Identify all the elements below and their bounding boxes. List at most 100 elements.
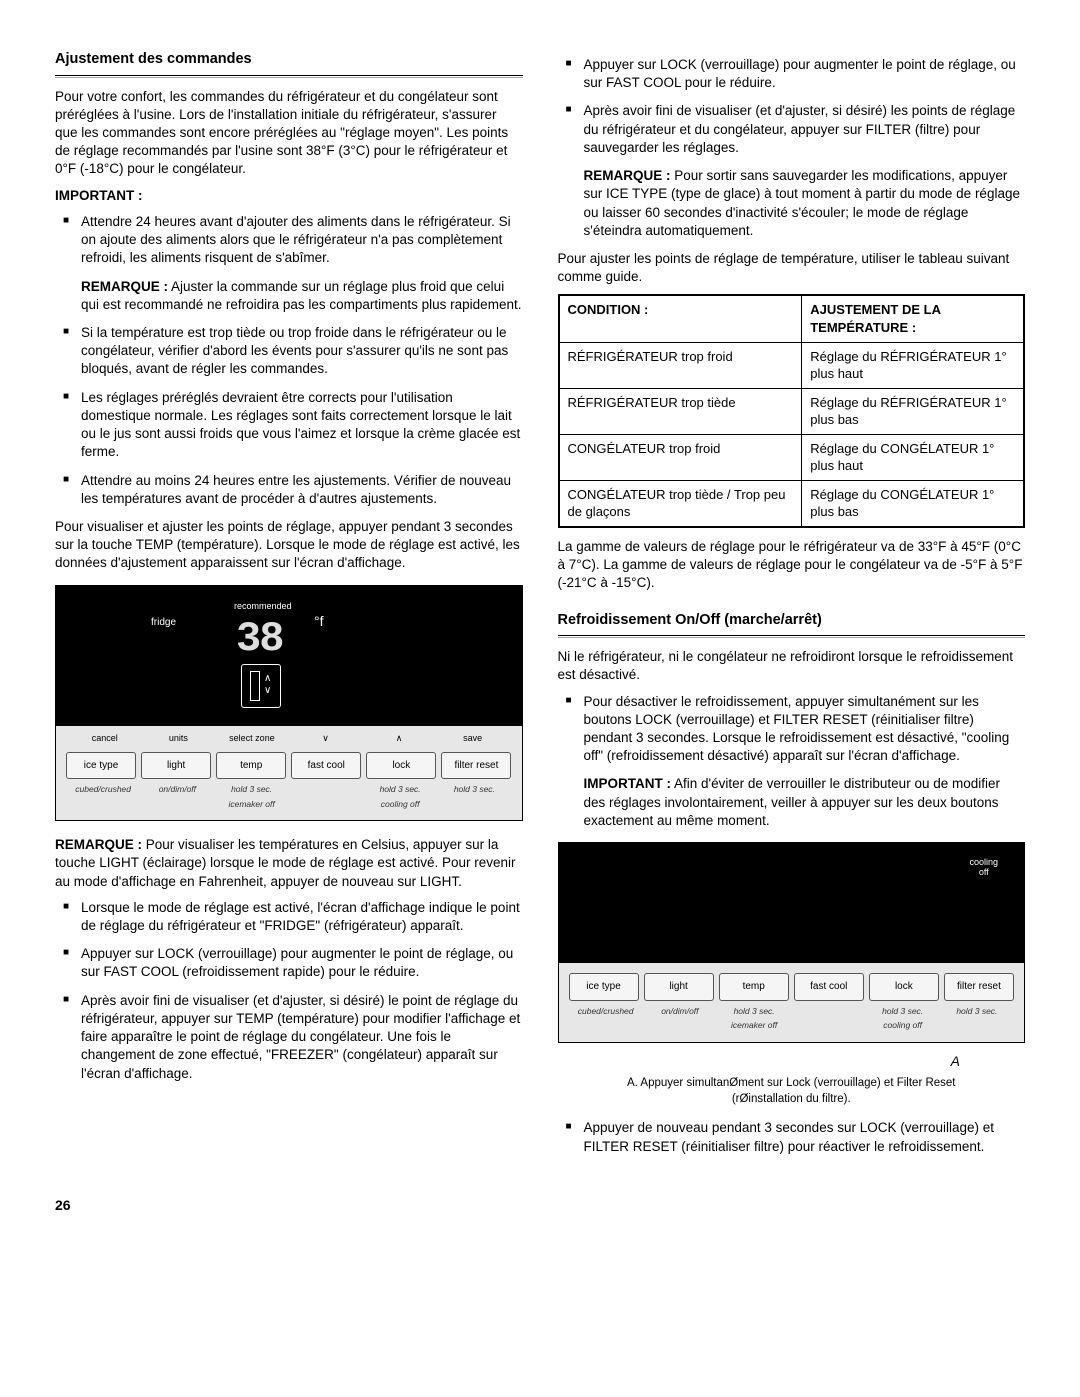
fastcool-button[interactable]: fast cool (291, 752, 361, 780)
coolingoff-label: cooling off (866, 1020, 940, 1031)
important-label: IMPORTANT : (55, 187, 523, 205)
save-label: save (436, 732, 510, 744)
coolingoff-label: cooling off (363, 799, 437, 810)
paragraph: La gamme de valeurs de réglage pour le r… (558, 538, 1026, 593)
important-label: IMPORTANT : (584, 776, 672, 791)
updown-icon: ∧∨ (264, 673, 271, 697)
icemakeroff-label: icemaker off (717, 1020, 791, 1031)
down-label: ∨ (289, 732, 363, 744)
temperature-readout: 38 (236, 611, 282, 668)
left-column: Ajustement des commandes Pour votre conf… (55, 50, 523, 1166)
cooling-off-indicator: cooling off (969, 857, 998, 877)
list-item: Les réglages préréglés devraient être co… (55, 389, 523, 462)
page-number: 26 (55, 1196, 1025, 1215)
light-button[interactable]: light (141, 752, 211, 780)
lock-button[interactable]: lock (366, 752, 436, 780)
table-header: AJUSTEMENT DE LA TEMPÉRATURE : (802, 295, 1024, 342)
important-list-2: Si la température est trop tiède ou trop… (55, 324, 523, 508)
list-item: Appuyer de nouveau pendant 3 secondes su… (558, 1119, 1026, 1155)
light-button[interactable]: light (644, 973, 714, 1001)
list-3: Lorsque le mode de réglage est activé, l… (55, 899, 523, 1083)
caption-letter-a: A (558, 1052, 1026, 1071)
fastcool-button[interactable]: fast cool (794, 973, 864, 1001)
paragraph: Ni le réfrigérateur, ni le congélateur n… (558, 648, 1026, 684)
control-panel-figure-2: cooling off ice type light temp fast coo… (558, 842, 1026, 1042)
panel-mid-labels: cancel units select zone ∨ ∧ save (56, 726, 522, 748)
hold3-label: hold 3 sec. (437, 784, 511, 795)
fridge-label: fridge (151, 616, 176, 630)
table-header-row: CONDITION : AJUSTEMENT DE LA TEMPÉRATURE… (559, 295, 1025, 342)
list-item: Attendre 24 heures avant d'ajouter des a… (55, 213, 523, 268)
degree-f-label: °f (314, 612, 324, 631)
list-r2: Pour désactiver le refroidissement, appu… (558, 693, 1026, 766)
list-item: Attendre au moins 24 heures entre les aj… (55, 472, 523, 508)
table-cell: RÉFRIGÉRATEUR trop froid (559, 342, 802, 388)
cubedcrushed-label: cubed/crushed (569, 1006, 643, 1017)
right-column: Appuyer sur LOCK (verrouillage) pour aug… (558, 50, 1026, 1166)
control-panel-figure-1: recommended fridge 38 °f ∧∨ cancel units… (55, 585, 523, 822)
hold3-label: hold 3 sec. (940, 1006, 1014, 1017)
list-item: Après avoir fini de visualiser (et d'aju… (55, 992, 523, 1083)
ondimoff-label: on/dim/off (140, 784, 214, 795)
list-item: Appuyer sur LOCK (verrouillage) pour aug… (55, 945, 523, 981)
remarque-label: REMARQUE : (55, 837, 142, 852)
table-row: RÉFRIGÉRATEUR trop froid Réglage du RÉFR… (559, 342, 1025, 388)
page-columns: Ajustement des commandes Pour votre conf… (55, 50, 1025, 1166)
table-cell: Réglage du RÉFRIGÉRATEUR 1° plus bas (802, 388, 1024, 434)
hold3-label: hold 3 sec. (215, 784, 289, 795)
temp-button[interactable]: temp (216, 752, 286, 780)
panel-display: recommended fridge 38 °f ∧∨ (56, 586, 522, 726)
panel-button-row: ice type light temp fast cool lock filte… (56, 748, 522, 784)
table-cell: Réglage du CONGÉLATEUR 1° plus haut (802, 434, 1024, 480)
table-cell: CONGÉLATEUR trop froid (559, 434, 802, 480)
cancel-label: cancel (68, 732, 142, 744)
heading-refroidissement: Refroidissement On/Off (marche/arrêt) (558, 611, 1026, 633)
divider (558, 635, 1026, 638)
panel-2-wrapper: cooling off ice type light temp fast coo… (558, 842, 1026, 1042)
thermometer-icon (250, 671, 260, 701)
list-item: Pour désactiver le refroidissement, appu… (558, 693, 1026, 766)
table-cell: Réglage du RÉFRIGÉRATEUR 1° plus haut (802, 342, 1024, 388)
blank (289, 784, 363, 795)
table-cell: RÉFRIGÉRATEUR trop tiède (559, 388, 802, 434)
panel-sublabels: cubed/crushed on/dim/off hold 3 sec. hol… (559, 1005, 1025, 1020)
up-label: ∧ (362, 732, 436, 744)
blank (791, 1006, 865, 1017)
divider (55, 75, 523, 78)
hold3-label: hold 3 sec. (717, 1006, 791, 1017)
table-cell: Réglage du CONGÉLATEUR 1° plus bas (802, 480, 1024, 527)
cubedcrushed-label: cubed/crushed (66, 784, 140, 795)
table-header: CONDITION : (559, 295, 802, 342)
list-item: Appuyer sur LOCK (verrouillage) pour aug… (558, 56, 1026, 92)
remarque-label: REMARQUE : (584, 168, 671, 183)
panel-button-row: ice type light temp fast cool lock filte… (559, 963, 1025, 1005)
filterreset-button[interactable]: filter reset (441, 752, 511, 780)
icemakeroff-label: icemaker off (215, 799, 289, 810)
heading-ajustement: Ajustement des commandes (55, 50, 523, 72)
lock-button[interactable]: lock (869, 973, 939, 1001)
intro-paragraph: Pour votre confort, les commandes du réf… (55, 88, 523, 179)
list-r1: Appuyer sur LOCK (verrouillage) pour aug… (558, 56, 1026, 157)
hold3-label: hold 3 sec. (363, 784, 437, 795)
panel-display: cooling off (559, 843, 1025, 963)
important-list: Attendre 24 heures avant d'ajouter des a… (55, 213, 523, 268)
list-r3: Appuyer de nouveau pendant 3 secondes su… (558, 1119, 1026, 1155)
list-item: Après avoir fini de visualiser (et d'aju… (558, 102, 1026, 157)
list-item: Si la température est trop tiède ou trop… (55, 324, 523, 379)
icetype-button[interactable]: ice type (66, 752, 136, 780)
important-r2: IMPORTANT : Afin d'éviter de verrouiller… (584, 775, 1026, 830)
figure-caption: A. Appuyer simultanØment sur Lock (verro… (598, 1076, 986, 1107)
panel-sublabels-2: icemaker off cooling off (56, 799, 522, 820)
panel-sublabels: cubed/crushed on/dim/off hold 3 sec. hol… (56, 783, 522, 798)
temp-button[interactable]: temp (719, 973, 789, 1001)
remarque-1: REMARQUE : Ajuster la commande sur un ré… (81, 278, 523, 314)
filterreset-button[interactable]: filter reset (944, 973, 1014, 1001)
icetype-button[interactable]: ice type (569, 973, 639, 1001)
paragraph: Pour ajuster les points de réglage de te… (558, 250, 1026, 286)
zone-selector-icon: ∧∨ (241, 664, 281, 708)
temperature-table: CONDITION : AJUSTEMENT DE LA TEMPÉRATURE… (558, 294, 1026, 527)
selectzone-label: select zone (215, 732, 289, 744)
ondimoff-label: on/dim/off (643, 1006, 717, 1017)
table-row: CONGÉLATEUR trop froid Réglage du CONGÉL… (559, 434, 1025, 480)
hold3-label: hold 3 sec. (866, 1006, 940, 1017)
